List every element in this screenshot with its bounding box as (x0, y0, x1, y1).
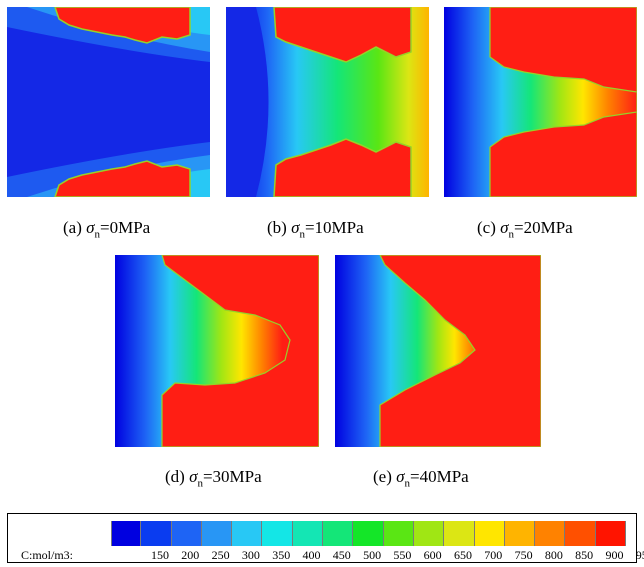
legend-title: C:mol/m3: (21, 548, 74, 562)
legend-tick-label: 400 (302, 548, 321, 562)
legend-tick-label: 750 (514, 548, 533, 562)
legend-tick-label: 850 (575, 548, 594, 562)
legend-swatch (444, 521, 475, 546)
contour-panel-d (115, 255, 319, 447)
legend-swatch (504, 521, 536, 546)
contour-panel-e (335, 255, 541, 447)
legend-swatch (232, 521, 263, 546)
color-legend: C:mol/m3: 150 200 250 300 350 400 450 500 550 600… (7, 513, 644, 563)
legend-swatch (535, 521, 566, 546)
legend-tick-label: 150 (151, 548, 169, 562)
legend-tick-label: 800 (544, 548, 563, 562)
legend-swatch (171, 521, 202, 546)
legend-swatch (292, 521, 324, 546)
contour-panel-b (226, 7, 429, 197)
legend-tick-label: 250 (211, 548, 230, 562)
legend-tick-label: 350 (272, 548, 291, 562)
legend-swatches (111, 521, 627, 546)
contour-panel-a (7, 7, 210, 197)
legend-tick-label: 600 (423, 548, 442, 562)
legend-swatch (565, 521, 596, 546)
caption-a: (a) σn=0MPa (63, 218, 151, 241)
legend-swatch (383, 521, 414, 546)
legend-swatch (141, 521, 172, 546)
legend-tick-label: 550 (393, 548, 412, 562)
legend-swatch (413, 521, 445, 546)
legend-swatch (262, 521, 293, 546)
legend-tick-label: 950 (635, 548, 644, 562)
caption-c: (c) σn=20MPa (477, 218, 573, 241)
caption-d: (d) σn=30MPa (165, 467, 262, 490)
contour-panel-c (444, 7, 637, 197)
legend-tick-label: 500 (363, 548, 382, 562)
legend-swatch (111, 521, 142, 546)
legend-tick-label: 300 (241, 548, 260, 562)
legend-tick-label: 200 (181, 548, 200, 562)
legend-swatch (323, 521, 354, 546)
legend-tick-label: 700 (484, 548, 503, 562)
legend-swatch (474, 521, 505, 546)
legend-swatch (201, 521, 233, 546)
legend-ticks: 150 200 250 300 350 400 450 500 550 600 650 700 750 8… (151, 548, 644, 563)
legend-tick-label: 900 (605, 548, 624, 562)
legend-tick-label: 650 (453, 548, 472, 562)
caption-e: (e) σn=40MPa (373, 467, 469, 490)
legend-swatch (353, 521, 384, 546)
legend-swatch (595, 521, 627, 546)
caption-b: (b) σn=10MPa (267, 218, 364, 241)
legend-tick-label: 450 (332, 548, 351, 562)
